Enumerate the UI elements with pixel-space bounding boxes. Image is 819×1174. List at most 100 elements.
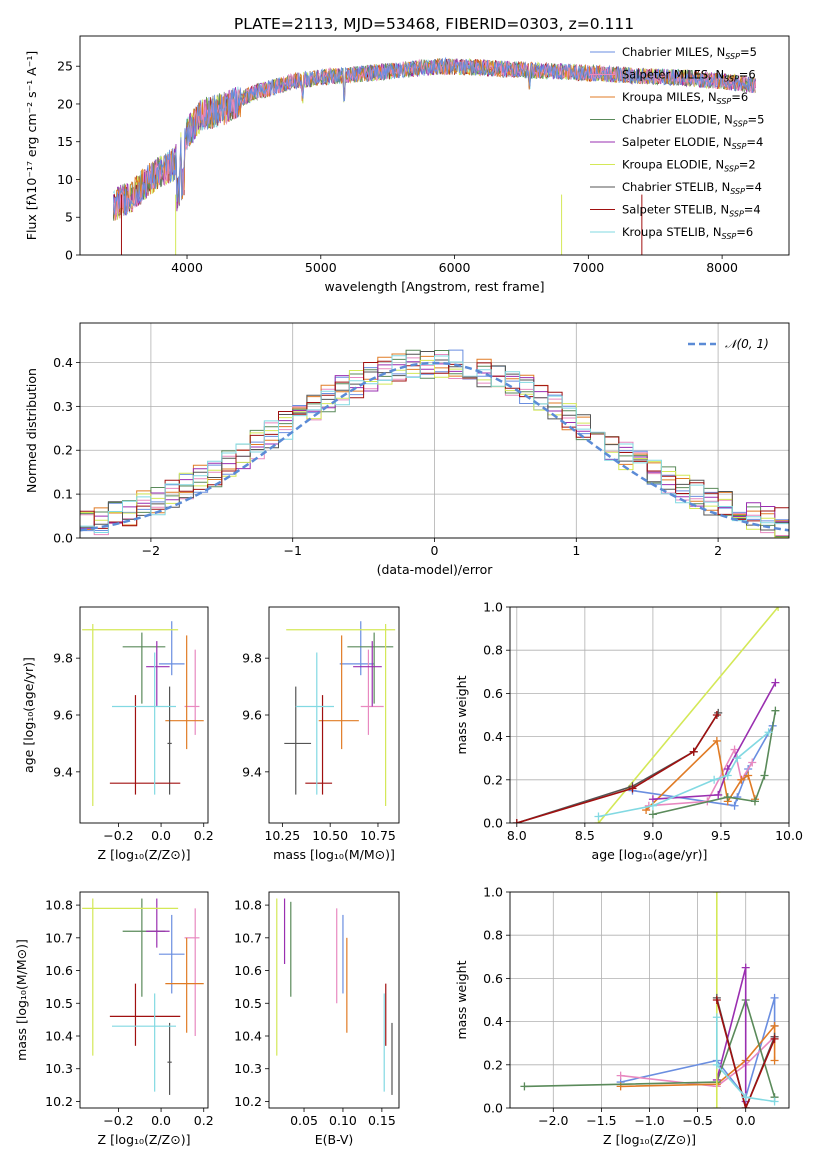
errorbar-point	[347, 632, 394, 704]
x-tick-label: 0	[431, 543, 439, 558]
y-tick-label: 10.7	[45, 930, 73, 945]
x-tick-label: 5000	[305, 260, 337, 275]
x-tick-label: −2	[142, 543, 160, 558]
x-axis-label: mass [log₁₀(M/M⊙)]	[273, 847, 395, 862]
plot-area	[276, 898, 393, 1095]
y-axis-label: Flux [fλ10⁻¹⁷ erg cm⁻² s⁻¹ A⁻¹]	[24, 51, 39, 240]
legend-label: Salpeter STELIB, NSSP=4	[622, 203, 761, 219]
plot-area	[520, 892, 779, 1108]
legend-label: Chabrier STELIB, NSSP=4	[622, 180, 762, 196]
series-line	[524, 997, 776, 1098]
errorbar-point	[284, 686, 312, 795]
errorbar-point	[112, 993, 176, 1092]
y-tick-label: 10.2	[234, 1094, 262, 1109]
y-tick-label: 0.2	[483, 772, 503, 787]
y-tick-label: 0.8	[483, 643, 503, 658]
plot-frame	[79, 322, 790, 539]
errorbar-point	[318, 635, 359, 750]
plot-frame	[79, 35, 790, 256]
histogram-step	[80, 360, 789, 529]
legend-label: Kroupa MILES, NSSP=6	[622, 90, 748, 106]
series-marker	[774, 607, 783, 611]
series-marker	[512, 819, 521, 823]
errorbar-point	[165, 937, 204, 1033]
x-tick-label: 4000	[171, 260, 203, 275]
y-tick-label: 10.3	[45, 1061, 73, 1076]
y-tick-label: 10.6	[234, 963, 262, 978]
series-marker	[594, 812, 603, 821]
series-marker	[741, 1093, 750, 1102]
x-tick-label: −0.5	[682, 1113, 712, 1128]
x-tick-label: 10.0	[775, 828, 803, 843]
series-marker	[770, 993, 779, 1002]
y-tick-label: 10.2	[45, 1094, 73, 1109]
y-tick-label: 0.1	[53, 487, 73, 502]
series-marker	[712, 736, 721, 745]
x-tick-label: 2	[714, 543, 722, 558]
y-tick-label: 10.5	[234, 996, 262, 1011]
errorbar-point	[122, 632, 166, 704]
x-tick-label: 0.2	[194, 1113, 214, 1128]
x-tick-label: −1.0	[634, 1113, 664, 1128]
x-tick-label: 1	[572, 543, 580, 558]
y-tick-label: 0.0	[53, 531, 73, 546]
x-tick-label: 9.5	[711, 828, 731, 843]
series-marker	[648, 810, 657, 819]
x-tick-label: −1	[283, 543, 301, 558]
x-tick-label: 7000	[572, 260, 604, 275]
x-tick-label: 9.0	[643, 828, 663, 843]
series-marker	[760, 771, 769, 780]
errorbar-point	[165, 635, 204, 750]
x-tick-label: 8.5	[575, 828, 595, 843]
y-tick-label: 9.6	[53, 708, 73, 723]
series-marker	[770, 1034, 779, 1043]
series-line	[716, 1017, 775, 1103]
series-marker	[737, 775, 746, 784]
spectrum-legend: Chabrier MILES, NSSP=5 Salpeter MILES, NS…	[590, 45, 764, 241]
series-marker	[648, 801, 657, 810]
x-axis-label: Z [log₁₀(Z/Z⊙)]	[98, 847, 191, 862]
series-line	[598, 731, 770, 818]
plot-frame	[509, 891, 790, 1109]
errorbar-point	[167, 686, 172, 795]
y-tick-label: 0.4	[483, 1014, 503, 1029]
x-axis-label: wavelength [Angstrom, rest frame]	[324, 279, 544, 294]
series-marker	[723, 793, 732, 802]
series-marker	[712, 892, 721, 896]
x-axis-label: E(B-V)	[315, 1132, 354, 1147]
y-tick-label: 1.0	[483, 600, 503, 615]
histogram-step	[80, 359, 789, 538]
y-tick-label: 10.4	[234, 1029, 262, 1044]
y-tick-label: 0.4	[53, 355, 73, 370]
errorbar-point	[146, 898, 170, 948]
series-marker	[616, 1071, 625, 1080]
series-line	[652, 682, 777, 800]
y-tick-label: 0.3	[53, 399, 73, 414]
x-axis-label: (data-model)/error	[377, 562, 494, 577]
x-tick-label: 0.15	[368, 1113, 396, 1128]
y-tick-label: 0.0	[483, 1101, 503, 1116]
errorbar-point	[112, 652, 176, 795]
y-axis-label: mass [log₁₀(M/M⊙)]	[14, 939, 29, 1061]
errorbar-point	[82, 624, 179, 806]
y-tick-label: 0.8	[483, 928, 503, 943]
x-tick-label: 8000	[706, 260, 738, 275]
histogram-step	[80, 355, 789, 533]
axes-mass_vs_Z: −0.2 0.0 0.2 10.2 10.3 10.4 10.5 10.6 10.7 10.8 Z …	[14, 891, 214, 1147]
x-tick-label: 0.0	[151, 828, 171, 843]
x-axis-label: Z [log₁₀(Z/Z⊙)]	[98, 1132, 191, 1147]
legend-label: 𝒩(0, 1)	[725, 337, 769, 351]
x-tick-label: 0.05	[290, 1113, 318, 1128]
series-marker	[628, 784, 637, 793]
series-marker	[744, 771, 753, 780]
y-tick-label: 15	[57, 134, 73, 149]
y-tick-label: 10.6	[45, 963, 73, 978]
plot-frame	[509, 606, 790, 824]
y-tick-label: 10.5	[45, 996, 73, 1011]
errorbar-point	[146, 641, 170, 707]
y-tick-label: 0.4	[483, 729, 503, 744]
series-marker	[770, 1056, 779, 1065]
x-tick-label: −0.2	[103, 828, 133, 843]
plot-area	[512, 607, 783, 823]
plot-frame	[268, 891, 400, 1109]
